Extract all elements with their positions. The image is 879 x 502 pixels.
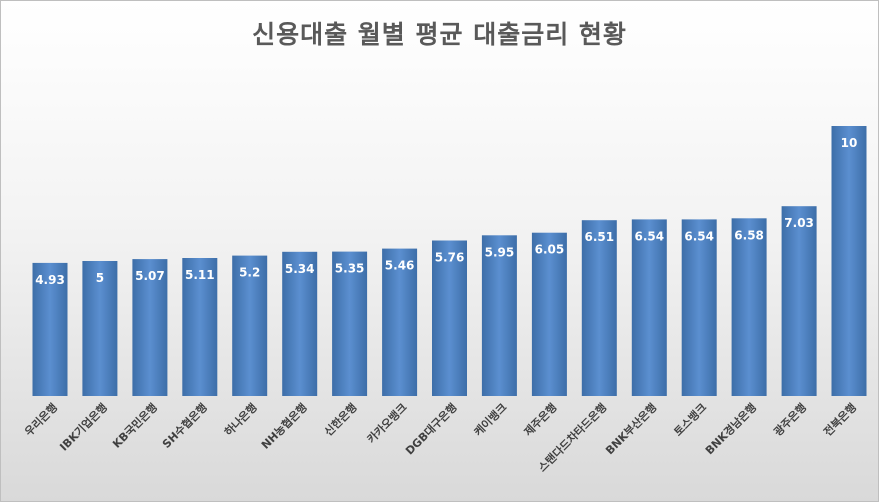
category-label-13: BNK부산은행 <box>602 400 659 457</box>
value-label-2: 5 <box>96 271 104 285</box>
category-label-7: 신한은행 <box>321 400 360 439</box>
value-label-13: 6.54 <box>634 229 664 243</box>
category-label-16: 광주은행 <box>771 400 810 439</box>
bar-1 <box>32 262 68 396</box>
bar-11 <box>531 232 567 396</box>
category-label-1: 우리은행 <box>22 400 61 439</box>
bar-3 <box>132 259 168 396</box>
value-label-15: 6.58 <box>734 228 764 242</box>
category-label-11: 제주은행 <box>521 400 560 439</box>
value-labels-layer: 4.93 5 5.07 5.11 5.2 5.34 5.35 5.46 5.76 5.95 6.05… <box>35 136 857 287</box>
bar-9 <box>432 240 467 396</box>
bar-2 <box>82 261 118 396</box>
value-label-7: 5.35 <box>335 262 365 276</box>
bar-15 <box>731 218 767 396</box>
value-label-1: 4.93 <box>35 273 65 287</box>
category-label-14: 토스뱅크 <box>671 400 710 439</box>
value-label-9: 5.76 <box>435 251 465 265</box>
category-label-10: 케이뱅크 <box>471 400 510 439</box>
value-label-3: 5.07 <box>135 269 165 283</box>
bars-layer <box>32 126 867 396</box>
category-label-4: SH수협은행 <box>159 400 210 451</box>
category-label-2: IBK기업은행 <box>57 400 110 453</box>
value-label-14: 6.54 <box>684 229 714 243</box>
bar-16 <box>781 206 817 396</box>
value-label-11: 6.05 <box>535 243 565 257</box>
category-label-9: DGB대구은행 <box>402 400 459 457</box>
category-label-17: 전북은행 <box>821 400 860 439</box>
value-label-5: 5.2 <box>239 266 260 280</box>
category-label-5: 하나은행 <box>221 400 260 439</box>
category-label-15: BNK경남은행 <box>702 400 759 457</box>
bar-7 <box>332 251 368 396</box>
bar-4 <box>182 258 218 396</box>
bar-13 <box>631 219 667 396</box>
value-label-16: 7.03 <box>784 216 814 230</box>
value-label-6: 5.34 <box>285 262 315 276</box>
category-label-3: KB국민은행 <box>110 400 160 450</box>
value-label-4: 5.11 <box>185 268 215 282</box>
bar-10 <box>481 235 517 396</box>
value-label-12: 6.51 <box>584 230 614 244</box>
chart-title: 신용대출 월별 평균 대출금리 현황 <box>252 20 627 49</box>
value-label-10: 5.95 <box>485 245 515 259</box>
category-label-8: 카카오뱅크 <box>364 400 410 446</box>
bar-17 <box>831 126 867 396</box>
value-label-17: 10 <box>841 136 858 150</box>
value-label-8: 5.46 <box>385 259 415 273</box>
bar-6 <box>282 251 318 396</box>
bar-14 <box>681 219 717 396</box>
bar-5 <box>232 255 268 396</box>
bar-12 <box>581 220 617 396</box>
category-label-6: NH농협은행 <box>258 400 310 452</box>
bar-8 <box>382 248 418 396</box>
